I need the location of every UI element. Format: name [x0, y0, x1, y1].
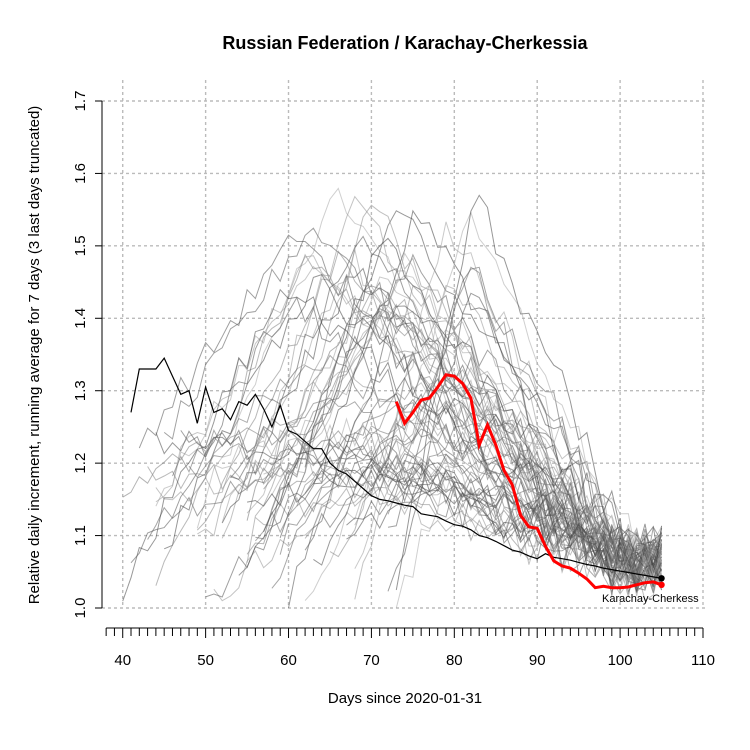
background-region-line [213, 417, 663, 587]
y-tick-label: 1.7 [72, 91, 89, 112]
x-axis-label: Days since 2020-01-31 [328, 690, 482, 707]
background-region-line [387, 292, 663, 592]
background-region-line [354, 221, 663, 569]
series-end-point [658, 575, 665, 582]
background-region-line [387, 266, 663, 593]
background-region-lines [122, 187, 663, 609]
background-region-line [122, 288, 663, 602]
x-tick-label: 90 [529, 652, 546, 669]
y-axis-label: Relative daily increment, running averag… [26, 106, 43, 605]
background-region-line [395, 194, 663, 591]
background-region-line [279, 210, 663, 576]
y-tick-label: 1.4 [72, 308, 89, 329]
axes: 1.0 1.1 1.2 1.3 1.4 1.5 1.6 1.7 40 50 60 70 80 90 100 1… [72, 91, 715, 669]
y-tick-label: 1.0 [72, 598, 89, 619]
y-tick-label: 1.5 [72, 235, 89, 256]
background-region-line [304, 459, 663, 591]
series-lines [130, 356, 665, 590]
series-end-point [658, 581, 665, 589]
background-region-line [396, 412, 663, 576]
x-tick-label: 80 [446, 652, 463, 669]
y-tick-label: 1.2 [72, 453, 89, 474]
background-region-line [213, 486, 663, 602]
x-tick-label: 50 [197, 652, 214, 669]
y-tick-label: 1.1 [72, 525, 89, 546]
x-tick-label: 100 [608, 652, 633, 669]
background-region-line [313, 209, 663, 588]
background-region-line [263, 237, 663, 593]
x-tick-label: 70 [363, 652, 380, 669]
end-label: Karachay-Cherkess [602, 593, 699, 605]
background-region-line [172, 354, 662, 591]
background-region-line [155, 253, 663, 591]
series-line-karachay-cherkessia [394, 373, 663, 590]
series-line-russian-federation [130, 356, 662, 579]
x-tick-label: 60 [280, 652, 297, 669]
chart-title: Russian Federation / Karachay-Cherkessia [222, 33, 588, 53]
background-region-line [246, 290, 662, 583]
y-tick-label: 1.3 [72, 380, 89, 401]
y-tick-label: 1.6 [72, 163, 89, 184]
background-region-line [263, 276, 663, 579]
background-region-line [279, 428, 663, 587]
x-tick-label: 40 [114, 652, 131, 669]
background-region-line [255, 308, 662, 573]
x-tick-label: 110 [691, 652, 715, 669]
